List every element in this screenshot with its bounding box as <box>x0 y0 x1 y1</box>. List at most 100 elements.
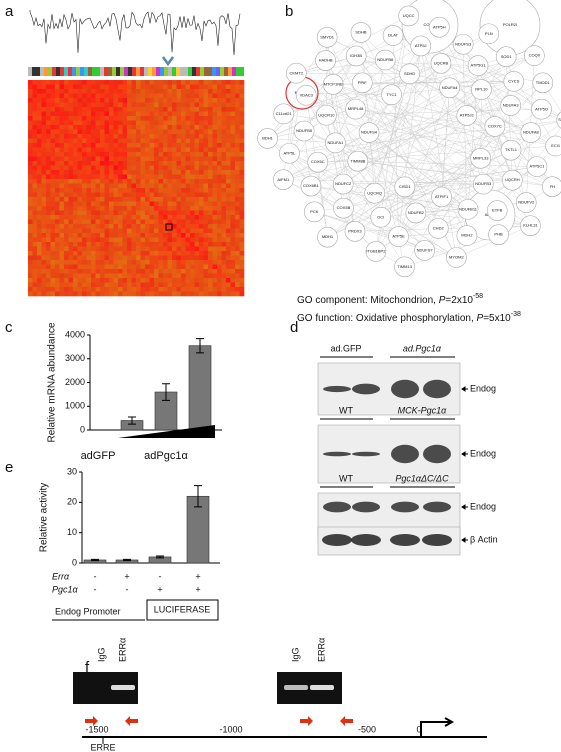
heat-cell <box>118 129 123 135</box>
heat-cell <box>95 179 101 184</box>
module-color <box>132 67 136 76</box>
heat-cell <box>122 242 128 247</box>
heat-cell <box>100 242 105 247</box>
node <box>446 247 467 268</box>
heat-cell <box>109 228 114 234</box>
heat-cell <box>50 237 56 243</box>
heat-cell <box>118 251 123 256</box>
heat-cell <box>55 210 60 216</box>
module-color <box>52 67 56 76</box>
node-label: NDUFB2 <box>408 210 425 215</box>
heat-cell <box>77 143 83 148</box>
heat-cell <box>217 228 222 234</box>
node <box>307 151 329 173</box>
heat-cell <box>181 206 186 211</box>
module-color <box>184 67 188 76</box>
heat-cell <box>64 111 69 117</box>
heat-cell <box>109 165 114 171</box>
heat-cell <box>199 192 204 198</box>
heat-cell <box>64 138 69 144</box>
heat-cell <box>194 201 200 207</box>
heat-cell <box>194 269 200 274</box>
heat-cell <box>109 93 114 99</box>
heat-cell <box>64 161 69 166</box>
heat-cell <box>149 102 155 108</box>
heat-cell <box>46 287 51 292</box>
primer <box>125 716 138 726</box>
heat-cell <box>68 156 74 162</box>
heat-cell <box>140 147 146 153</box>
heat-cell <box>131 152 137 157</box>
heat-cell <box>149 111 155 117</box>
edge <box>343 63 442 209</box>
heat-cell <box>86 210 92 216</box>
heat-cell <box>37 273 42 279</box>
heat-cell <box>140 93 146 99</box>
heat-cell <box>163 143 168 148</box>
heat-cell <box>212 215 218 220</box>
module-color <box>116 67 120 76</box>
heat-cell <box>41 147 47 153</box>
heat-cell <box>167 170 173 175</box>
heat-cell <box>109 107 114 112</box>
go-part: -38 <box>511 311 521 318</box>
heat-cell <box>122 80 128 85</box>
heat-cell <box>212 233 218 238</box>
edge <box>404 183 484 188</box>
heat-cell <box>163 210 168 216</box>
node <box>503 71 525 92</box>
heat-cell <box>95 80 101 85</box>
heat-cell <box>82 219 87 225</box>
node <box>350 22 372 43</box>
heat-cell <box>37 242 42 247</box>
heat-cell <box>176 242 182 247</box>
heat-cell <box>109 278 114 283</box>
heat-cell <box>113 188 119 193</box>
heat-cell <box>118 80 123 85</box>
heat-cell <box>100 89 105 94</box>
heat-cell <box>109 84 114 90</box>
node <box>315 50 336 71</box>
heat-cell <box>217 215 222 220</box>
heat-cell <box>185 224 191 229</box>
heat-cell <box>86 120 92 126</box>
heat-cell <box>217 179 222 184</box>
heat-cell <box>131 120 137 126</box>
heat-cell <box>122 125 128 130</box>
heat-cell <box>41 242 47 247</box>
heat-cell <box>109 219 114 225</box>
heat-cell <box>131 219 137 225</box>
heat-cell <box>158 201 164 207</box>
module-color <box>140 67 144 76</box>
heat-cell <box>203 84 209 90</box>
heat-cell <box>221 165 227 171</box>
heat-cell <box>163 107 168 112</box>
heat-cell <box>167 156 173 162</box>
heat-cell <box>199 147 204 153</box>
heat-cell <box>82 174 87 180</box>
edge <box>362 81 514 83</box>
heat-cell <box>95 84 101 90</box>
heat-cell <box>149 197 155 202</box>
heat-cell <box>172 102 177 108</box>
lane-label: ERRα <box>117 638 127 662</box>
heat-cell <box>59 93 65 99</box>
heat-cell <box>167 215 173 220</box>
heat-cell <box>82 192 87 198</box>
heat-cell <box>221 278 227 283</box>
heat-cell <box>239 179 245 184</box>
heat-cell <box>59 183 65 189</box>
heat-cell <box>140 291 146 297</box>
heat-cell <box>181 188 186 193</box>
heat-cell <box>226 84 231 90</box>
heat-cell <box>235 255 240 261</box>
heat-cell <box>163 174 168 180</box>
heat-cell <box>95 188 101 193</box>
heat-cell <box>235 210 240 216</box>
heat-cell <box>104 237 110 243</box>
heat-cell <box>181 143 186 148</box>
heat-cell <box>194 98 200 103</box>
heat-cell <box>113 125 119 130</box>
heat-cell <box>149 188 155 193</box>
heat-cell <box>239 152 245 157</box>
